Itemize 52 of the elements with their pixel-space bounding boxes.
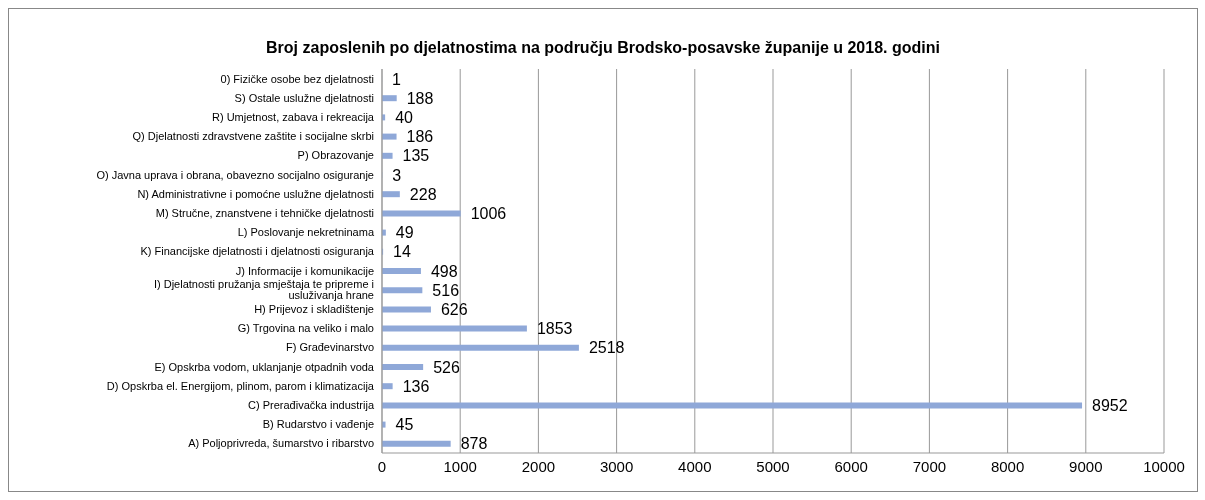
data-label: 1006 xyxy=(470,205,507,223)
data-label: 878 xyxy=(460,435,488,453)
data-label: 1 xyxy=(392,70,402,88)
data-label: 228 xyxy=(409,185,437,203)
y-tick-label: M) Stručne, znanstvene i tehničke djelatnosti xyxy=(155,206,374,219)
y-tick-label: L) Poslovanje nekretninama xyxy=(237,226,375,239)
data-label: 186 xyxy=(406,128,434,146)
data-label: 498 xyxy=(430,262,458,280)
y-tick-label: B) Rudarstvo i vađenje xyxy=(262,418,374,431)
y-tick-label: I) Djelatnosti pružanja smještaja te pripreme i usluživanja hrane xyxy=(153,278,374,302)
x-tick-label: 3000 xyxy=(599,457,634,475)
y-tick-label: 0) Fizičke osobe bez djelatnosti xyxy=(220,72,374,85)
y-tick-label: O) Javna uprava i obrana, obavezno socijalno osiguranje xyxy=(96,168,374,181)
data-label: 45 xyxy=(395,416,414,434)
x-tick-label: 6000 xyxy=(834,457,868,475)
chart-title: Broj zaposlenih po djelatnostima na području Brodsko-posavske županije u 2018. godini xyxy=(265,38,941,58)
x-tick-label: 0 xyxy=(377,457,387,475)
y-tick-label: F) Građevinarstvo xyxy=(285,341,374,354)
x-tick-label: 9000 xyxy=(1069,457,1103,475)
x-tick-label: 2000 xyxy=(521,457,556,475)
y-tick-label: A) Poljoprivreda, šumarstvo i ribarstvo xyxy=(188,437,374,450)
data-label: 135 xyxy=(402,147,430,165)
x-tick-label: 7000 xyxy=(912,457,947,475)
data-label: 40 xyxy=(395,109,414,127)
data-label: 49 xyxy=(395,224,414,242)
y-tick-label: G) Trgovina na veliko i malo xyxy=(237,322,374,335)
data-label: 14 xyxy=(393,243,411,261)
x-tick-label: 8000 xyxy=(990,457,1025,475)
y-tick-label: J) Informacije i komunikacije xyxy=(235,264,374,277)
y-tick-label: Q) Djelatnosti zdravstvene zaštite i socijalne skrbi xyxy=(132,130,374,143)
data-label: 136 xyxy=(402,377,430,395)
data-label: 526 xyxy=(433,358,460,376)
data-label: 1853 xyxy=(536,320,573,338)
data-label: 516 xyxy=(432,281,460,299)
x-tick-label: 10000 xyxy=(1143,457,1185,475)
y-tick-label: E) Opskrba vodom, uklanjanje otpadnih voda xyxy=(154,360,375,373)
y-tick-label: K) Financijske djelatnosti i djelatnosti osiguranja xyxy=(140,245,375,258)
data-label: 188 xyxy=(406,89,434,107)
x-tick-label: 5000 xyxy=(756,457,790,475)
data-label: 3 xyxy=(392,166,402,184)
y-tick-label: H) Prijevoz i skladištenje xyxy=(254,302,374,315)
x-tick-label: 1000 xyxy=(443,457,477,475)
y-tick-label: C) Prerađivačka industrija xyxy=(248,398,375,411)
y-tick-label: N) Administrativne i pomoćne uslužne djelatnosti xyxy=(137,187,374,200)
y-tick-label: R) Umjetnost, zabava i rekreacija xyxy=(211,110,375,123)
data-label: 2518 xyxy=(588,339,625,357)
data-label: 626 xyxy=(440,301,468,319)
y-tick-label: S) Ostale uslužne djelatnosti xyxy=(234,91,374,104)
y-tick-label: P) Obrazovanje xyxy=(297,149,374,162)
y-tick-label: D) Opskrba el. Energijom, plinom, parom i klimatizacija xyxy=(106,379,375,392)
data-label: 8952 xyxy=(1092,397,1128,415)
x-tick-label: 4000 xyxy=(678,457,712,475)
